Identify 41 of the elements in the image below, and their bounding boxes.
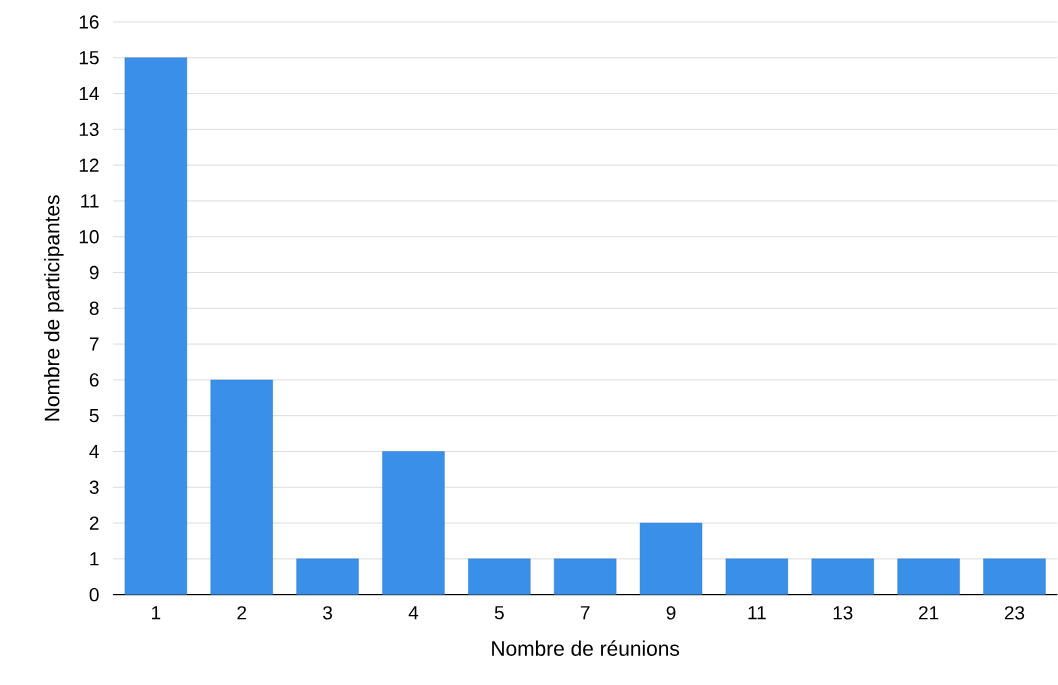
x-tick-label: 4 (408, 606, 419, 620)
y-tick-label: 12 (79, 158, 99, 172)
bar (124, 57, 188, 595)
x-tick-label: 9 (666, 606, 676, 620)
x-tick-label: 5 (494, 606, 504, 620)
x-tick-label: 1 (152, 606, 161, 620)
x-tick-label: 13 (833, 606, 853, 620)
y-tick-label: 5 (89, 409, 99, 423)
bar (639, 523, 703, 595)
y-tick-label: 11 (81, 194, 99, 208)
x-tick-label: 7 (580, 606, 590, 620)
y-tick-label: 2 (89, 516, 99, 530)
x-axis-title: Nombre de réunions (492, 640, 680, 657)
bar (296, 558, 359, 595)
y-tick-label: 6 (89, 373, 99, 387)
x-tick-label: 3 (323, 606, 333, 620)
y-tick-label: 1 (90, 552, 99, 566)
y-tick-label: 14 (79, 87, 99, 101)
x-tick-label: 23 (1004, 606, 1025, 620)
y-tick-label: 9 (89, 266, 99, 280)
x-tick-label: 11 (748, 606, 766, 620)
x-tick-label: 21 (919, 606, 939, 620)
y-tick-label: 16 (79, 15, 99, 29)
bar (983, 558, 1046, 595)
bar (553, 558, 617, 595)
x-tick-label: 2 (237, 606, 247, 620)
bar (210, 379, 273, 595)
y-axis-title: Nombre de participantes (44, 195, 64, 421)
y-tick-label: 13 (79, 122, 99, 137)
y-tick-label: 7 (89, 337, 99, 351)
bar (382, 451, 445, 595)
y-tick-label: 15 (79, 51, 99, 65)
y-tick-label: 0 (89, 588, 99, 602)
bar (468, 558, 531, 595)
y-tick-label: 3 (89, 480, 99, 495)
bar (811, 558, 874, 595)
y-tick-label: 8 (89, 301, 99, 316)
bar (725, 558, 789, 595)
y-tick-label: 10 (79, 230, 99, 244)
y-tick-label: 4 (89, 445, 99, 459)
bar (897, 558, 960, 595)
